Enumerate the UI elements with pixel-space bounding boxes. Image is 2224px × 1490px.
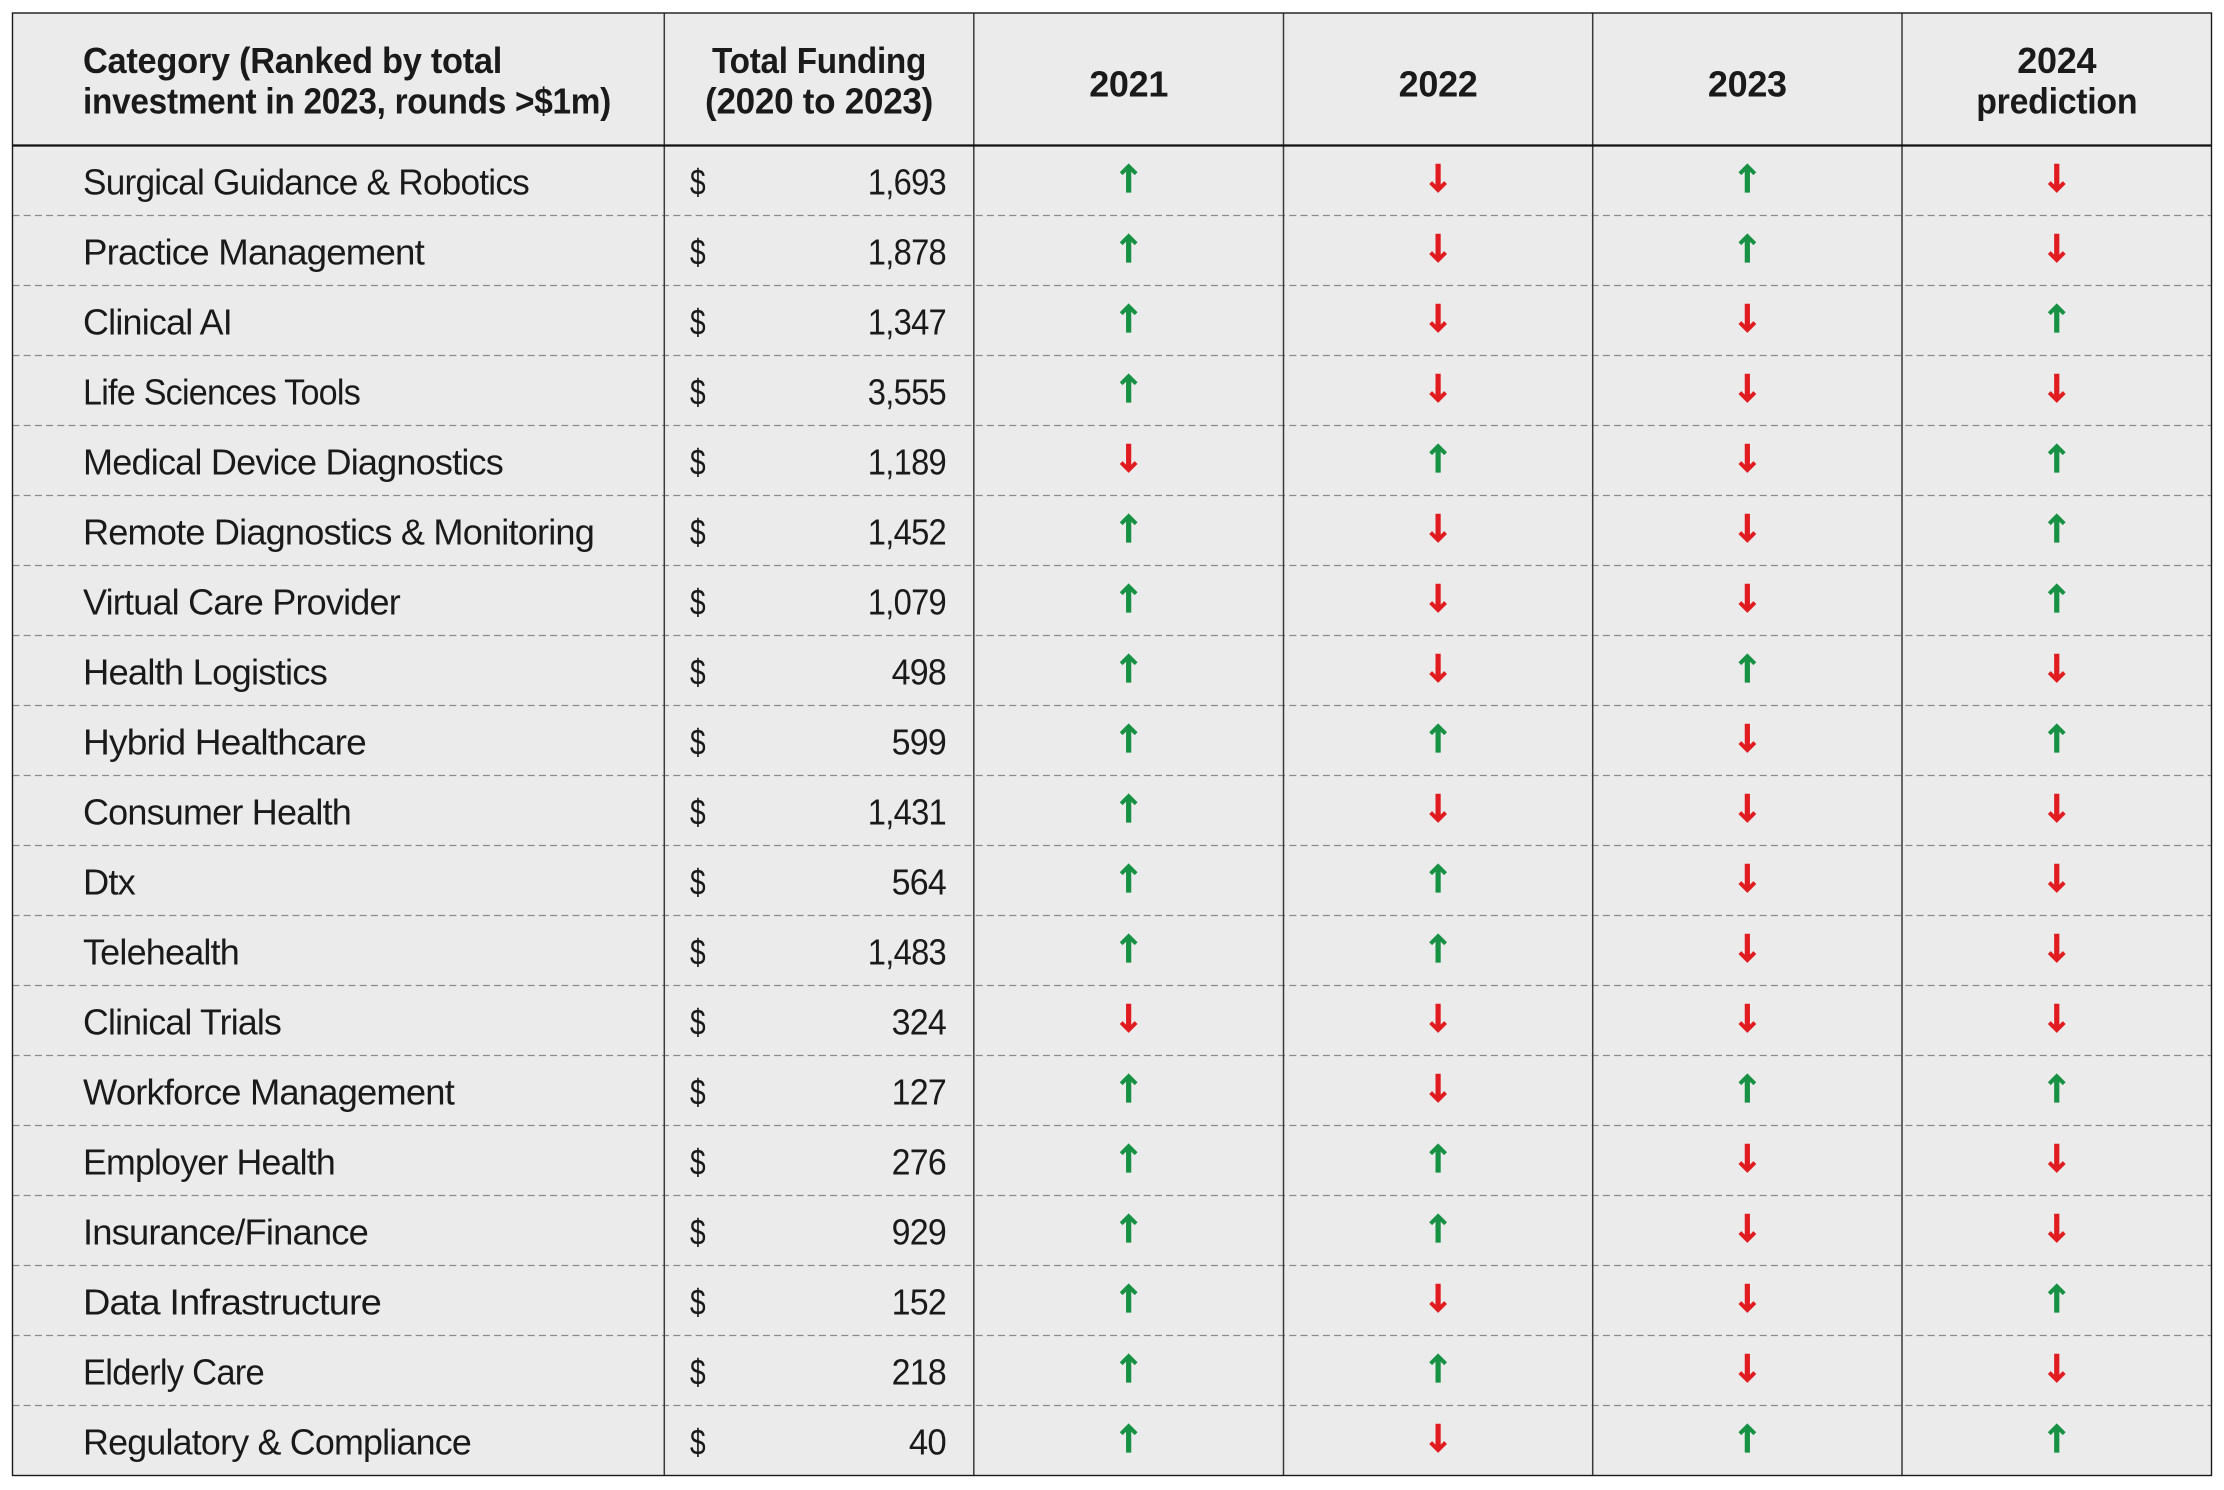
svg-text:Clinical Trials: Clinical Trials [83,1002,281,1043]
svg-text:152: 152 [892,1282,946,1323]
svg-text:Dtx: Dtx [83,862,136,903]
svg-text:$: $ [690,1142,706,1183]
svg-text:$: $ [690,582,706,623]
svg-text:1,189: 1,189 [868,442,946,483]
svg-text:3,555: 3,555 [868,372,946,413]
svg-text:Data Infrastructure: Data Infrastructure [83,1282,381,1323]
svg-text:218: 218 [892,1352,946,1393]
svg-text:1,878: 1,878 [868,232,946,273]
svg-text:Telehealth: Telehealth [83,932,239,973]
svg-text:Total Funding: Total Funding [712,40,926,81]
svg-text:Life Sciences Tools: Life Sciences Tools [83,372,360,413]
svg-text:Health Logistics: Health Logistics [83,652,327,693]
svg-text:1,483: 1,483 [868,932,946,973]
svg-text:498: 498 [892,652,946,693]
svg-text:599: 599 [892,722,946,763]
svg-text:$: $ [690,862,706,903]
svg-text:Surgical Guidance & Robotics: Surgical Guidance & Robotics [83,162,529,203]
svg-text:prediction: prediction [1976,81,2137,122]
svg-text:Category (Ranked by total: Category (Ranked by total [83,40,502,81]
svg-text:324: 324 [892,1002,946,1043]
svg-text:$: $ [690,652,706,693]
svg-text:$: $ [690,722,706,763]
svg-text:investment in 2023, rounds >$1: investment in 2023, rounds >$1m) [83,81,611,122]
svg-text:564: 564 [892,862,946,903]
svg-text:$: $ [690,442,706,483]
svg-text:1,452: 1,452 [868,512,946,553]
svg-text:Practice Management: Practice Management [83,232,425,273]
svg-text:$: $ [690,372,706,413]
svg-text:$: $ [690,512,706,553]
svg-text:Workforce Management: Workforce Management [83,1072,455,1113]
svg-text:Consumer Health: Consumer Health [83,792,351,833]
svg-text:1,347: 1,347 [868,302,946,343]
svg-text:Remote Diagnostics & Monitorin: Remote Diagnostics & Monitoring [83,512,594,553]
svg-text:(2020 to 2023): (2020 to 2023) [705,81,933,122]
svg-text:2021: 2021 [1089,64,1168,105]
svg-text:1,079: 1,079 [868,582,946,623]
svg-text:$: $ [690,1002,706,1043]
svg-text:Employer Health: Employer Health [83,1142,335,1183]
svg-text:$: $ [690,1212,706,1253]
svg-text:$: $ [690,792,706,833]
svg-text:$: $ [690,1352,706,1393]
svg-text:Virtual Care Provider: Virtual Care Provider [83,582,401,623]
svg-text:1,431: 1,431 [868,792,946,833]
svg-text:$: $ [690,162,706,203]
svg-text:Insurance/Finance: Insurance/Finance [83,1212,368,1253]
svg-text:Hybrid Healthcare: Hybrid Healthcare [83,722,366,763]
svg-text:276: 276 [892,1142,946,1183]
svg-text:127: 127 [892,1072,946,1113]
svg-text:$: $ [690,302,706,343]
svg-text:2023: 2023 [1708,64,1787,105]
svg-text:2022: 2022 [1399,64,1478,105]
svg-text:$: $ [690,1422,706,1463]
svg-text:2024: 2024 [2017,40,2096,81]
svg-text:$: $ [690,932,706,973]
svg-text:$: $ [690,232,706,273]
svg-text:40: 40 [909,1422,946,1463]
svg-text:$: $ [690,1282,706,1323]
svg-text:Regulatory & Compliance: Regulatory & Compliance [83,1422,471,1463]
svg-text:929: 929 [892,1212,946,1253]
svg-text:1,693: 1,693 [868,162,946,203]
svg-text:Medical Device Diagnostics: Medical Device Diagnostics [83,442,503,483]
svg-text:Elderly Care: Elderly Care [83,1352,264,1393]
svg-text:Clinical AI: Clinical AI [83,302,232,343]
svg-text:$: $ [690,1072,706,1113]
